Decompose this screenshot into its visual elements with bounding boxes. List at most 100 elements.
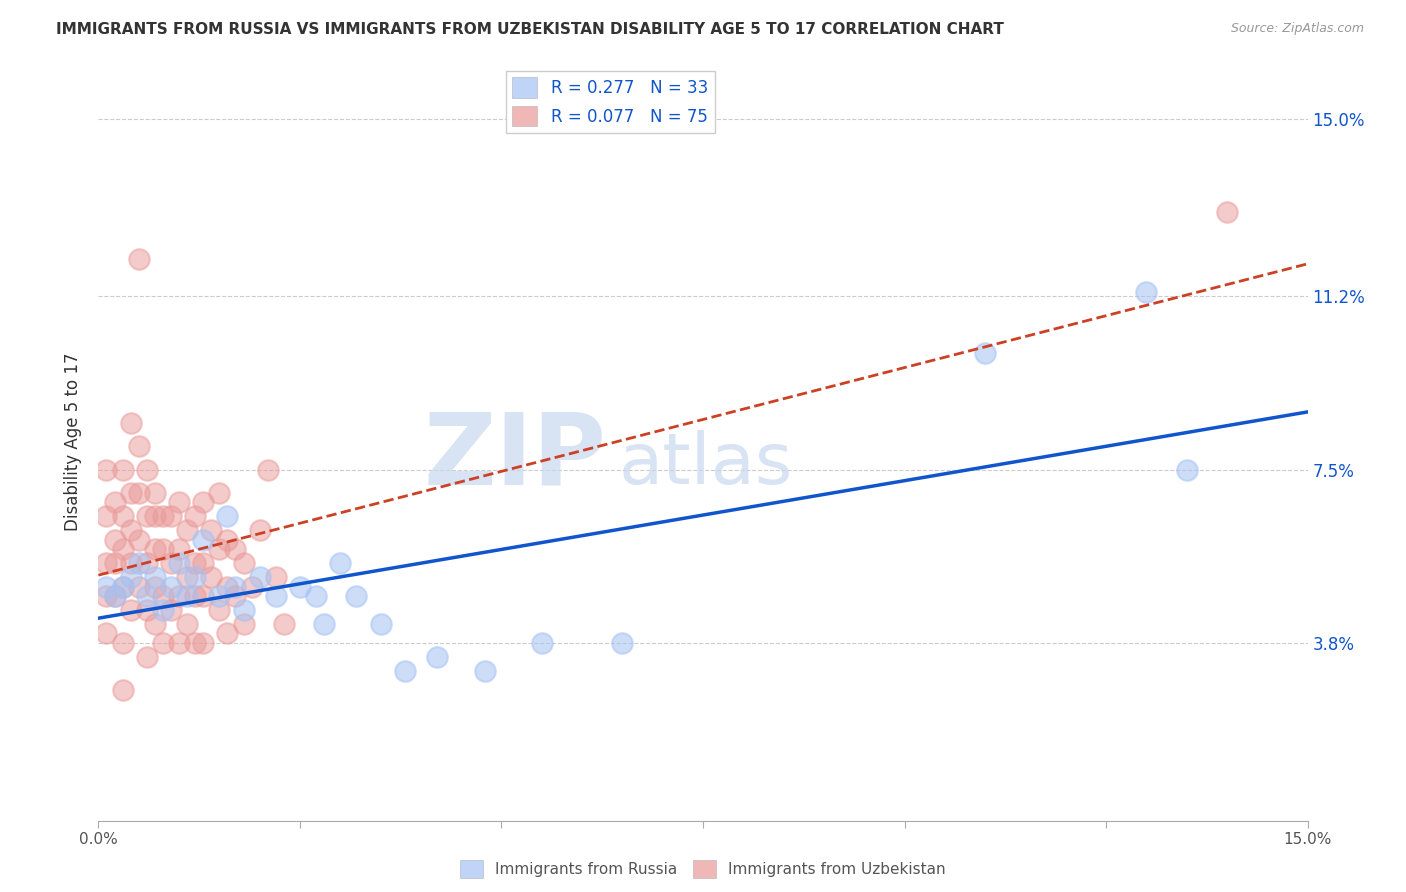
Point [128, 533, 150, 547]
Point [208, 542, 231, 557]
Point [160, 580, 183, 594]
Point [96, 509, 118, 524]
Point [273, 617, 295, 632]
Point [152, 589, 174, 603]
Point [152, 636, 174, 650]
Point [103, 589, 125, 603]
Point [167, 589, 190, 603]
Point [193, 636, 215, 650]
Point [344, 589, 367, 603]
Point [232, 603, 254, 617]
Point [120, 556, 142, 570]
Point [111, 580, 134, 594]
Point [474, 664, 496, 678]
Point [394, 664, 416, 678]
Point [184, 556, 207, 570]
Text: IMMIGRANTS FROM RUSSIA VS IMMIGRANTS FROM UZBEKISTAN DISABILITY AGE 5 TO 17 CORR: IMMIGRANTS FROM RUSSIA VS IMMIGRANTS FRO… [56, 22, 1004, 37]
Point [103, 556, 125, 570]
Point [96, 556, 118, 570]
Point [249, 524, 271, 538]
Point [103, 533, 125, 547]
Point [217, 509, 239, 524]
Point [193, 495, 215, 509]
Point [176, 570, 198, 584]
Point [160, 603, 183, 617]
Point [120, 524, 142, 538]
Point [1175, 462, 1198, 476]
Point [135, 649, 157, 664]
Point [120, 603, 142, 617]
Point [329, 556, 352, 570]
Point [167, 636, 190, 650]
Point [111, 580, 134, 594]
Point [184, 570, 207, 584]
Point [240, 580, 263, 594]
Point [143, 617, 166, 632]
Text: ZIP: ZIP [423, 409, 606, 505]
Point [135, 509, 157, 524]
Point [1216, 205, 1239, 219]
Point [176, 524, 198, 538]
Point [612, 636, 634, 650]
Point [103, 589, 125, 603]
Point [128, 486, 150, 500]
Point [167, 495, 190, 509]
Point [184, 636, 207, 650]
Point [249, 570, 271, 584]
Point [120, 416, 142, 430]
Point [200, 524, 222, 538]
Point [176, 617, 198, 632]
Point [96, 589, 118, 603]
Point [193, 589, 215, 603]
Point [96, 580, 118, 594]
Point [128, 580, 150, 594]
Point [264, 589, 287, 603]
Point [96, 626, 118, 640]
Point [143, 570, 166, 584]
Point [152, 603, 174, 617]
Point [208, 603, 231, 617]
Legend: Immigrants from Russia, Immigrants from Uzbekistan: Immigrants from Russia, Immigrants from … [454, 854, 952, 884]
Point [135, 462, 157, 476]
Point [143, 509, 166, 524]
Point [135, 589, 157, 603]
Point [1135, 285, 1157, 299]
Point [224, 542, 246, 557]
Point [232, 556, 254, 570]
Point [128, 252, 150, 266]
Point [111, 509, 134, 524]
Point [143, 580, 166, 594]
Point [184, 509, 207, 524]
Point [370, 617, 392, 632]
Y-axis label: Disability Age 5 to 17: Disability Age 5 to 17 [65, 352, 83, 531]
Point [200, 570, 222, 584]
Point [176, 589, 198, 603]
Point [160, 509, 183, 524]
Point [264, 570, 287, 584]
Point [217, 533, 239, 547]
Point [135, 556, 157, 570]
Point [143, 486, 166, 500]
Point [111, 636, 134, 650]
Point [305, 589, 328, 603]
Point [224, 580, 246, 594]
Point [256, 462, 278, 476]
Point [152, 509, 174, 524]
Point [208, 486, 231, 500]
Point [96, 462, 118, 476]
Point [184, 589, 207, 603]
Point [120, 570, 142, 584]
Point [111, 682, 134, 697]
Point [128, 556, 150, 570]
Point [128, 439, 150, 453]
Point [152, 542, 174, 557]
Point [232, 617, 254, 632]
Point [224, 589, 246, 603]
Text: Source: ZipAtlas.com: Source: ZipAtlas.com [1230, 22, 1364, 36]
Point [111, 462, 134, 476]
Point [193, 556, 215, 570]
Point [111, 542, 134, 557]
Legend: R = 0.277   N = 33, R = 0.077   N = 75: R = 0.277 N = 33, R = 0.077 N = 75 [506, 70, 714, 133]
Point [135, 603, 157, 617]
Point [103, 495, 125, 509]
